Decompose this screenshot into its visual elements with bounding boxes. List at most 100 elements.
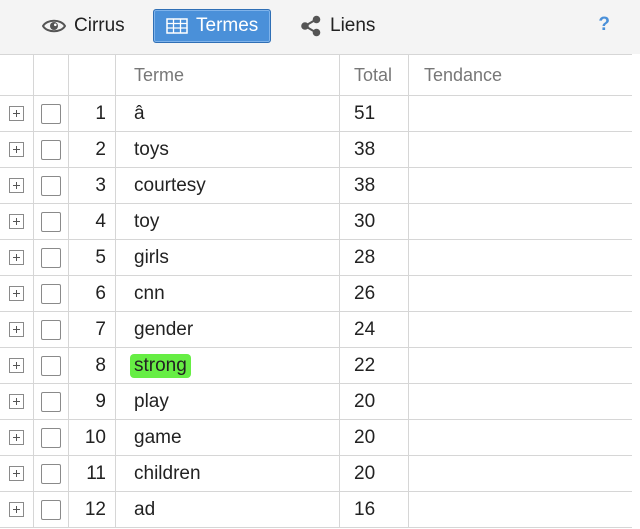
row-total: 30: [340, 204, 409, 239]
row-term-cell: cnn: [116, 276, 340, 311]
row-trend: [409, 420, 632, 455]
expand-plus-icon[interactable]: [9, 142, 24, 157]
row-expander[interactable]: [0, 420, 34, 455]
row-expander[interactable]: [0, 384, 34, 419]
row-checkbox[interactable]: [41, 247, 61, 268]
row-checkbox[interactable]: [41, 103, 61, 124]
row-term-cell: gender: [116, 312, 340, 347]
row-term-cell: game: [116, 420, 340, 455]
row-term: courtesy: [134, 174, 206, 196]
row-checkbox[interactable]: [41, 355, 61, 376]
expand-plus-icon[interactable]: [9, 214, 24, 229]
row-term-cell: toy: [116, 204, 340, 239]
row-checkbox[interactable]: [41, 427, 61, 448]
grid-header: Terme Total Tendance: [0, 54, 632, 96]
expand-plus-icon[interactable]: [9, 430, 24, 445]
tab-liens[interactable]: Liens: [300, 9, 375, 43]
row-term-cell: children: [116, 456, 340, 491]
row-checkbox[interactable]: [41, 463, 61, 484]
row-expander[interactable]: [0, 204, 34, 239]
row-term: toys: [134, 138, 169, 160]
table-row[interactable]: 9 play 20: [0, 384, 632, 420]
row-checkbox[interactable]: [41, 499, 61, 520]
row-select[interactable]: [34, 168, 69, 203]
expand-plus-icon[interactable]: [9, 286, 24, 301]
expand-plus-icon[interactable]: [9, 502, 24, 517]
row-select[interactable]: [34, 96, 69, 131]
select-column-header[interactable]: [34, 55, 69, 95]
trend-column-header[interactable]: Tendance: [424, 64, 503, 85]
row-select[interactable]: [34, 276, 69, 311]
row-term-cell: â: [116, 96, 340, 131]
row-trend: [409, 168, 632, 203]
expand-plus-icon[interactable]: [9, 358, 24, 373]
row-term: game: [134, 426, 182, 448]
row-select[interactable]: [34, 420, 69, 455]
tab-termes[interactable]: Termes: [153, 9, 271, 43]
row-index: 8: [69, 348, 116, 383]
row-expander[interactable]: [0, 492, 34, 527]
row-checkbox[interactable]: [41, 283, 61, 304]
expand-plus-icon[interactable]: [9, 466, 24, 481]
eye-icon: [42, 18, 66, 34]
help-icon[interactable]: ?: [598, 14, 610, 35]
row-trend: [409, 384, 632, 419]
table-row[interactable]: 11 children 20: [0, 456, 632, 492]
row-select[interactable]: [34, 312, 69, 347]
row-checkbox[interactable]: [41, 175, 61, 196]
table-row[interactable]: 5 girls 28: [0, 240, 632, 276]
row-expander[interactable]: [0, 96, 34, 131]
row-select[interactable]: [34, 240, 69, 275]
row-trend: [409, 312, 632, 347]
row-expander[interactable]: [0, 132, 34, 167]
row-trend: [409, 96, 632, 131]
row-expander[interactable]: [0, 348, 34, 383]
row-trend: [409, 456, 632, 491]
expand-plus-icon[interactable]: [9, 394, 24, 409]
row-checkbox[interactable]: [41, 391, 61, 412]
row-total: 20: [340, 456, 409, 491]
total-column-header[interactable]: Total: [340, 55, 409, 95]
row-index: 2: [69, 132, 116, 167]
row-select[interactable]: [34, 384, 69, 419]
expand-plus-icon[interactable]: [9, 250, 24, 265]
row-checkbox[interactable]: [41, 211, 61, 232]
row-term: strong: [130, 353, 191, 378]
expand-plus-icon[interactable]: [9, 106, 24, 121]
row-term: ad: [134, 498, 156, 520]
row-checkbox[interactable]: [41, 139, 61, 160]
expander-column-header: [0, 55, 34, 95]
row-expander[interactable]: [0, 276, 34, 311]
table-row[interactable]: 12 ad 16: [0, 492, 632, 528]
row-expander[interactable]: [0, 456, 34, 491]
row-index: 6: [69, 276, 116, 311]
row-select[interactable]: [34, 348, 69, 383]
row-term-cell: ad: [116, 492, 340, 527]
row-select[interactable]: [34, 132, 69, 167]
table-row[interactable]: 10 game 20: [0, 420, 632, 456]
row-expander[interactable]: [0, 312, 34, 347]
row-index: 1: [69, 96, 116, 131]
table-row[interactable]: 1 â 51: [0, 96, 632, 132]
table-row[interactable]: 6 cnn 26: [0, 276, 632, 312]
row-trend: [409, 348, 632, 383]
table-row[interactable]: 3 courtesy 38: [0, 168, 632, 204]
expand-plus-icon[interactable]: [9, 178, 24, 193]
row-expander[interactable]: [0, 240, 34, 275]
row-term: gender: [134, 318, 194, 340]
row-term-cell: play: [116, 384, 340, 419]
tab-cirrus[interactable]: Cirrus: [42, 9, 125, 43]
row-select[interactable]: [34, 492, 69, 527]
table-row[interactable]: 2 toys 38: [0, 132, 632, 168]
row-select[interactable]: [34, 456, 69, 491]
row-expander[interactable]: [0, 168, 34, 203]
table-row[interactable]: 8 strong 22: [0, 348, 632, 384]
table-row[interactable]: 7 gender 24: [0, 312, 632, 348]
expand-plus-icon[interactable]: [9, 322, 24, 337]
term-column-header[interactable]: Terme: [116, 55, 340, 95]
row-select[interactable]: [34, 204, 69, 239]
row-index: 7: [69, 312, 116, 347]
row-total: 38: [340, 132, 409, 167]
row-checkbox[interactable]: [41, 319, 61, 340]
table-row[interactable]: 4 toy 30: [0, 204, 632, 240]
